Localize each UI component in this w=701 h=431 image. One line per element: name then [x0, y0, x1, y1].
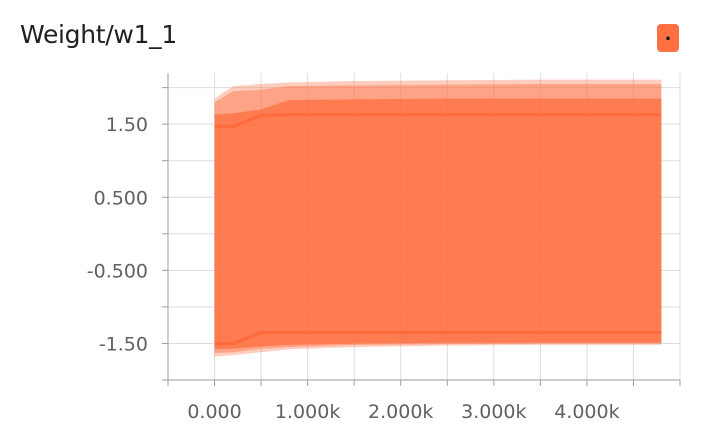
x-tick-label: 3.000k	[461, 401, 526, 423]
axes: 1.50 0.500 -0.500 -1.50 0.000 1.000k 2.000k 3.0…	[87, 73, 681, 423]
series-line-lower	[214, 330, 662, 345]
x-tick-label: 2.000k	[368, 401, 433, 423]
band-inner	[214, 98, 662, 350]
y-tick-label: -0.500	[87, 260, 148, 282]
y-tick-label: 0.500	[94, 187, 148, 209]
x-tick-label: 4.000k	[554, 401, 619, 423]
x-tick-label: 1.000k	[275, 401, 340, 423]
legend-color-button[interactable]: .	[657, 24, 679, 52]
distribution-bands	[214, 79, 662, 357]
series-line-upper	[214, 113, 662, 128]
chart-title: Weight/w1_1	[20, 20, 177, 49]
y-tick-label: -1.50	[99, 333, 148, 355]
percentile-lines	[214, 113, 662, 345]
y-tick-label: 1.50	[106, 114, 148, 136]
x-tick-label: 0.000	[187, 401, 241, 423]
